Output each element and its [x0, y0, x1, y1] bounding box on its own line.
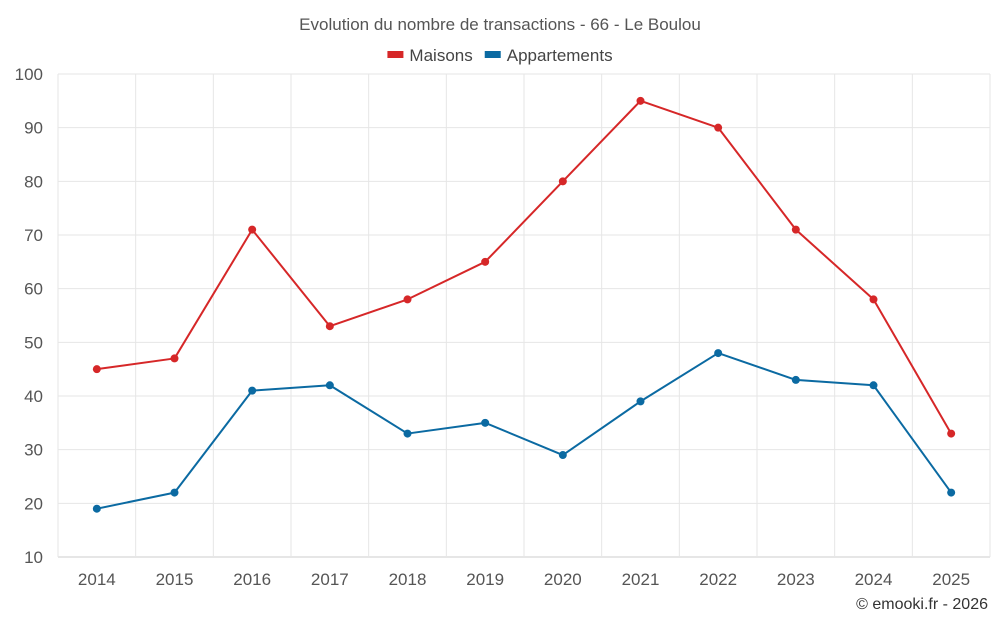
x-tick-label: 2022	[699, 570, 737, 589]
x-tick-label: 2020	[544, 570, 582, 589]
y-tick-label: 20	[24, 494, 43, 513]
credit-text: © emooki.fr - 2026	[856, 596, 988, 613]
data-point-maisons[interactable]	[481, 257, 490, 266]
x-tick-label: 2023	[777, 570, 815, 589]
data-point-appartements[interactable]	[714, 349, 723, 358]
data-point-maisons[interactable]	[636, 96, 645, 105]
data-point-appartements[interactable]	[92, 504, 101, 513]
x-tick-label: 2018	[389, 570, 427, 589]
data-point-appartements[interactable]	[325, 381, 334, 390]
legend-label-appartements: Appartements	[507, 46, 613, 65]
y-tick-label: 50	[24, 333, 43, 352]
y-tick-label: 40	[24, 387, 43, 406]
data-point-maisons[interactable]	[325, 322, 334, 331]
data-point-maisons[interactable]	[92, 365, 101, 374]
y-axis: 10 20 30 40 50 60 70 80 90 100	[15, 65, 43, 567]
x-tick-label: 2014	[78, 570, 116, 589]
data-point-maisons[interactable]	[403, 295, 412, 304]
grid	[57, 73, 991, 558]
legend-swatch-appartements[interactable]	[484, 51, 501, 58]
x-tick-label: 2017	[311, 570, 349, 589]
legend: Maisons Appartements	[387, 46, 613, 65]
data-point-maisons[interactable]	[170, 354, 179, 363]
legend-swatch-maisons[interactable]	[387, 51, 404, 58]
data-point-maisons[interactable]	[947, 429, 956, 438]
y-tick-label: 90	[24, 119, 43, 138]
data-point-appartements[interactable]	[947, 488, 956, 497]
series-group	[92, 96, 956, 513]
x-tick-label: 2021	[622, 570, 660, 589]
y-tick-label: 70	[24, 226, 43, 245]
y-tick-label: 100	[15, 65, 43, 84]
x-tick-label: 2016	[233, 570, 271, 589]
data-point-appartements[interactable]	[636, 397, 645, 406]
x-tick-label: 2019	[466, 570, 504, 589]
y-tick-label: 30	[24, 441, 43, 460]
data-point-maisons[interactable]	[558, 177, 567, 186]
x-tick-label: 2024	[855, 570, 893, 589]
chart-title: Evolution du nombre de transactions - 66…	[299, 15, 701, 34]
series-line-maisons	[96, 99, 953, 435]
y-tick-label: 80	[24, 172, 43, 191]
data-point-maisons[interactable]	[714, 123, 723, 132]
series-line-appartements	[96, 352, 952, 510]
x-axis: 2014 2015 2016 2017 2018 2019 2020 2021 2022 2023…	[78, 570, 970, 589]
data-point-appartements[interactable]	[791, 375, 800, 384]
y-tick-label: 60	[24, 280, 43, 299]
data-point-appartements[interactable]	[481, 418, 490, 427]
data-point-maisons[interactable]	[248, 225, 257, 234]
data-point-appartements[interactable]	[170, 488, 179, 497]
data-point-appartements[interactable]	[558, 451, 567, 460]
data-point-maisons[interactable]	[791, 225, 800, 234]
x-tick-label: 2025	[932, 570, 970, 589]
data-point-appartements[interactable]	[403, 429, 412, 438]
x-tick-label: 2015	[156, 570, 194, 589]
data-point-appartements[interactable]	[869, 381, 878, 390]
data-point-appartements[interactable]	[248, 386, 257, 395]
y-tick-label: 10	[24, 548, 43, 567]
legend-label-maisons: Maisons	[409, 46, 472, 65]
data-point-maisons[interactable]	[869, 295, 878, 304]
